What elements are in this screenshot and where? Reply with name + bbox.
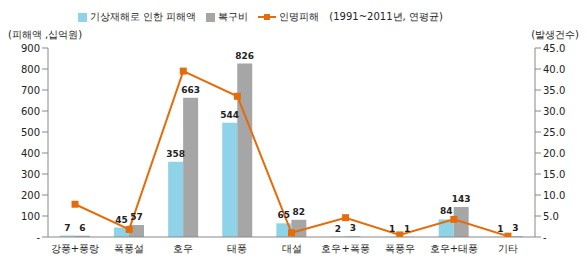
svg-text:57: 57 — [130, 212, 143, 222]
svg-text:3: 3 — [512, 223, 518, 233]
svg-text:1: 1 — [389, 224, 395, 234]
svg-text:폭풍설: 폭풍설 — [114, 243, 144, 254]
svg-text:1: 1 — [497, 224, 503, 234]
svg-text:6: 6 — [79, 223, 85, 233]
svg-text:7: 7 — [64, 223, 70, 233]
svg-text:200: 200 — [21, 190, 40, 201]
svg-text:10.0: 10.0 — [543, 190, 565, 201]
svg-text:5.0: 5.0 — [543, 211, 559, 222]
svg-text:900: 900 — [21, 43, 40, 54]
svg-text:30.0: 30.0 — [543, 106, 565, 117]
svg-text:태풍: 태풍 — [227, 243, 247, 254]
svg-text:1: 1 — [404, 224, 410, 234]
svg-text:400: 400 — [21, 148, 40, 159]
svg-text:35.0: 35.0 — [543, 85, 565, 96]
svg-text:-: - — [543, 232, 547, 243]
svg-text:25.0: 25.0 — [543, 127, 565, 138]
svg-text:호우+폭풍: 호우+폭풍 — [321, 243, 369, 254]
svg-text:300: 300 — [21, 169, 40, 180]
svg-text:45.0: 45.0 — [543, 43, 565, 54]
html-text:인명피해: 인명피해 — [279, 11, 320, 22]
svg-text:40.0: 40.0 — [543, 64, 565, 75]
svg-text:호우+태풍: 호우+태풍 — [430, 243, 478, 254]
svg-text:544: 544 — [220, 110, 239, 120]
svg-text:강풍+풍랑: 강풍+풍랑 — [51, 243, 99, 254]
html-text:(피해액 ,십억원): (피해액 ,십억원) — [8, 29, 83, 40]
svg-text:826: 826 — [235, 51, 254, 61]
svg-text:663: 663 — [181, 85, 200, 95]
svg-text:358: 358 — [166, 149, 185, 159]
svg-text:폭풍우: 폭풍우 — [385, 243, 415, 254]
svg-text:143: 143 — [452, 194, 471, 204]
svg-text:600: 600 — [21, 106, 40, 117]
svg-text:100: 100 — [21, 211, 40, 222]
svg-text:700: 700 — [21, 85, 40, 96]
svg-text:기타: 기타 — [498, 243, 518, 254]
svg-text:84: 84 — [440, 206, 453, 216]
svg-text:15.0: 15.0 — [543, 169, 565, 180]
svg-text:45: 45 — [115, 215, 128, 225]
svg-text:500: 500 — [21, 127, 40, 138]
svg-text:800: 800 — [21, 64, 40, 75]
html-text:복구비: 복구비 — [218, 11, 249, 22]
svg-text:65: 65 — [278, 210, 291, 220]
svg-text:20.0: 20.0 — [543, 148, 565, 159]
svg-text:대설: 대설 — [282, 243, 302, 254]
html-text:(1991~2011년, 연평균): (1991~2011년, 연평균) — [329, 11, 443, 22]
svg-text:호우: 호우 — [173, 243, 193, 254]
svg-text:2: 2 — [335, 224, 341, 234]
svg-text:82: 82 — [293, 207, 306, 217]
svg-text:3: 3 — [350, 223, 356, 233]
svg-text:-: - — [36, 232, 40, 243]
html-text:(발생건수): (발생건수) — [531, 29, 579, 40]
html-text:기상재해로 인한 피해액: 기상재해로 인한 피해액 — [90, 11, 197, 22]
